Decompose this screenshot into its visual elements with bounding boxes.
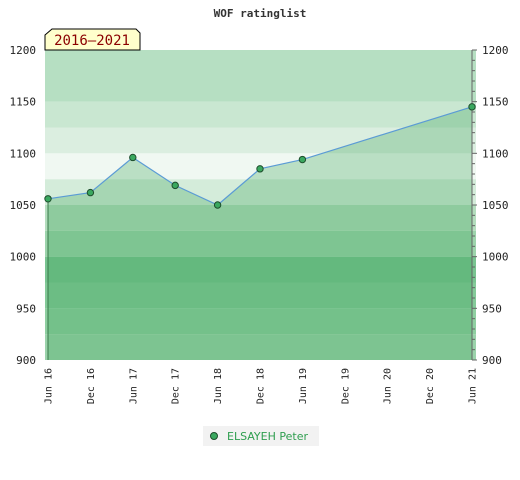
background-bands xyxy=(45,50,476,360)
background-band xyxy=(45,334,476,360)
data-point[interactable] xyxy=(171,181,179,190)
y-tick-label-right: 1150 xyxy=(482,96,509,109)
y-tick-label-right: 950 xyxy=(482,302,502,315)
x-tick-label: Jun 21 xyxy=(468,368,479,404)
y-tick-label-left: 900 xyxy=(16,354,36,367)
x-tick-label: Jun 18 xyxy=(213,368,224,404)
data-point[interactable] xyxy=(298,155,307,164)
legend-marker xyxy=(210,432,218,440)
x-tick-label: Jun 19 xyxy=(298,368,309,404)
y-tick-label-left: 1100 xyxy=(10,147,37,160)
y-tick-label-left: 950 xyxy=(16,302,36,315)
y-tick-label-right: 900 xyxy=(482,354,502,367)
data-point[interactable] xyxy=(468,103,476,111)
background-band xyxy=(45,308,476,335)
period-badge-shape xyxy=(44,28,141,51)
x-tick-label: Jun 20 xyxy=(383,368,394,404)
legend: ELSAYEH Peter xyxy=(203,426,319,446)
y-tick-label-right: 1200 xyxy=(482,44,509,57)
x-axis: Jun 16 Dec 16 Jun 17 Dec 17 Jun 18 Dec 18 Jun … xyxy=(44,368,479,404)
data-point[interactable] xyxy=(129,153,137,162)
background-band xyxy=(45,205,476,231)
x-tick-label: Jun 16 xyxy=(44,368,55,404)
data-point[interactable] xyxy=(44,195,52,203)
period-badge: 2016–2021 xyxy=(44,28,141,51)
background-band xyxy=(45,256,476,283)
x-tick-label: Dec 18 xyxy=(256,368,267,404)
data-point[interactable] xyxy=(213,201,222,209)
x-tick-label: Dec 20 xyxy=(425,368,436,404)
background-band xyxy=(45,101,476,128)
y-tick-label-left: 1050 xyxy=(10,199,37,212)
data-points xyxy=(44,103,476,209)
x-tick-label: Dec 19 xyxy=(340,368,351,404)
area-layer xyxy=(47,106,473,360)
y-tick-label-right: 1050 xyxy=(482,199,509,212)
y-tick-label-left: 1150 xyxy=(10,96,37,109)
series-line xyxy=(47,106,473,206)
background-band xyxy=(45,127,476,154)
y-tick-label-left: 1000 xyxy=(10,251,37,264)
legend-box xyxy=(203,426,319,446)
y-tick-label-right: 1100 xyxy=(482,147,509,160)
data-point[interactable] xyxy=(256,165,264,173)
y-tick-label-left: 1200 xyxy=(10,44,37,57)
background-band xyxy=(45,179,476,205)
background-band xyxy=(45,50,476,102)
y-tick-label-right: 1000 xyxy=(482,251,509,264)
chart-title: WOF ratinglist xyxy=(214,7,307,20)
x-tick-label: Dec 16 xyxy=(86,368,97,404)
background-band xyxy=(45,230,476,257)
x-tick-label: Jun 17 xyxy=(128,368,139,404)
period-label: 2016–2021 xyxy=(54,33,130,49)
data-point[interactable] xyxy=(86,188,95,197)
series-area xyxy=(48,106,472,360)
legend-entry-elsayeh-peter: ELSAYEH Peter xyxy=(227,430,308,443)
y-axis-right: 900 950 1000 1050 1100 1150 1200 xyxy=(471,44,509,367)
x-tick-label: Dec 17 xyxy=(171,368,182,404)
background-band xyxy=(45,282,476,309)
y-axis-left: 900 950 1000 1050 1100 1150 1200 xyxy=(10,44,37,367)
